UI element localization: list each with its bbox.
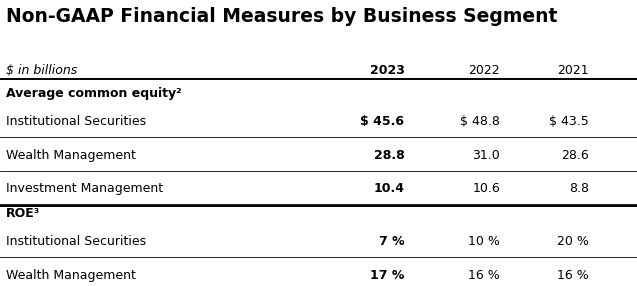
Text: $ 48.8: $ 48.8: [460, 115, 500, 128]
Text: 20 %: 20 %: [557, 235, 589, 248]
Text: $ 45.6: $ 45.6: [361, 115, 404, 128]
Text: 17 %: 17 %: [370, 269, 404, 282]
Text: $ in billions: $ in billions: [6, 64, 78, 77]
Text: 10 %: 10 %: [468, 235, 500, 248]
Text: 16 %: 16 %: [468, 269, 500, 282]
Text: Wealth Management: Wealth Management: [6, 149, 136, 162]
Text: 31.0: 31.0: [472, 149, 500, 162]
Text: Wealth Management: Wealth Management: [6, 269, 136, 282]
Text: Average common equity²: Average common equity²: [6, 87, 182, 100]
Text: Investment Management: Investment Management: [6, 182, 164, 195]
Text: ROE³: ROE³: [6, 207, 41, 220]
Text: 2023: 2023: [369, 64, 404, 77]
Text: 10.4: 10.4: [373, 182, 404, 195]
Text: 7 %: 7 %: [379, 235, 404, 248]
Text: 10.6: 10.6: [472, 182, 500, 195]
Text: Non-GAAP Financial Measures by Business Segment: Non-GAAP Financial Measures by Business …: [6, 7, 558, 26]
Text: 2021: 2021: [557, 64, 589, 77]
Text: 28.8: 28.8: [374, 149, 404, 162]
Text: Institutional Securities: Institutional Securities: [6, 235, 147, 248]
Text: Institutional Securities: Institutional Securities: [6, 115, 147, 128]
Text: 28.6: 28.6: [561, 149, 589, 162]
Text: 8.8: 8.8: [569, 182, 589, 195]
Text: 2022: 2022: [468, 64, 500, 77]
Text: 16 %: 16 %: [557, 269, 589, 282]
Text: $ 43.5: $ 43.5: [550, 115, 589, 128]
